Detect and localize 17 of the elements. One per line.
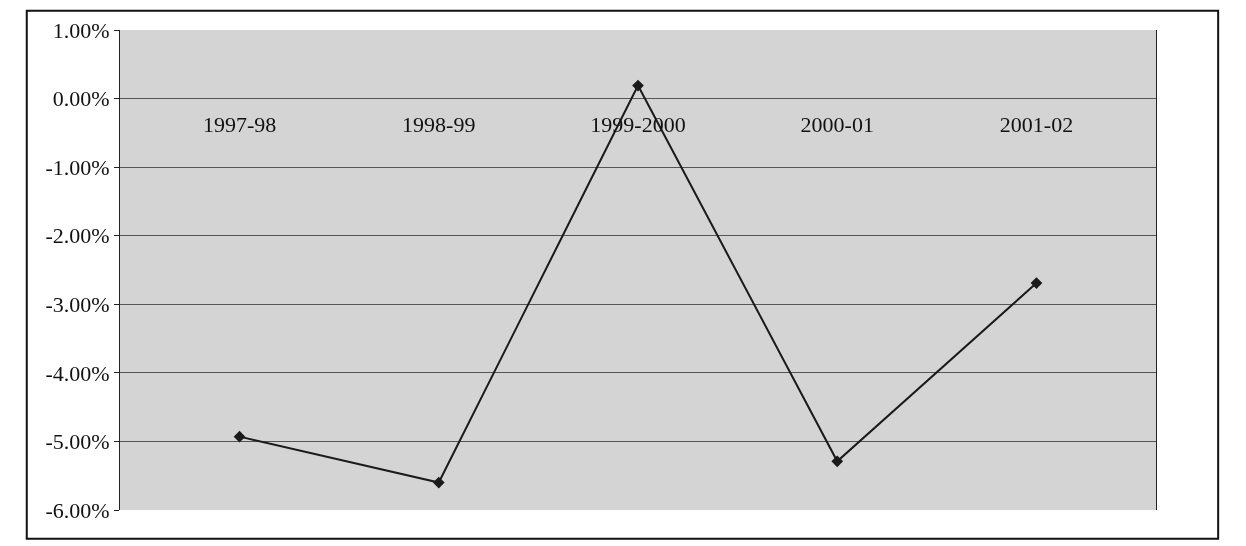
point [233, 430, 246, 443]
point [831, 455, 844, 468]
y-tick-label: -5.00% [45, 429, 110, 455]
y-tick-label: -4.00% [45, 360, 110, 386]
y-tick-label: -3.00% [45, 291, 110, 317]
y-tick-label: -1.00% [45, 154, 110, 180]
point [632, 79, 644, 92]
x-tick-label: 2001-02 [999, 111, 1074, 137]
x-tick-label: 2000-01 [800, 111, 874, 137]
x-tick-label: 1998-99 [402, 111, 476, 137]
y-tick-label: -6.00% [45, 497, 110, 523]
y-tick-label: 1.00% [52, 17, 110, 43]
y-tick-label: 0.00% [52, 86, 110, 112]
point [1030, 277, 1043, 289]
point [432, 476, 445, 489]
y-tick-label: -2.00% [45, 223, 110, 249]
x-tick-label: 1997-98 [202, 111, 277, 137]
